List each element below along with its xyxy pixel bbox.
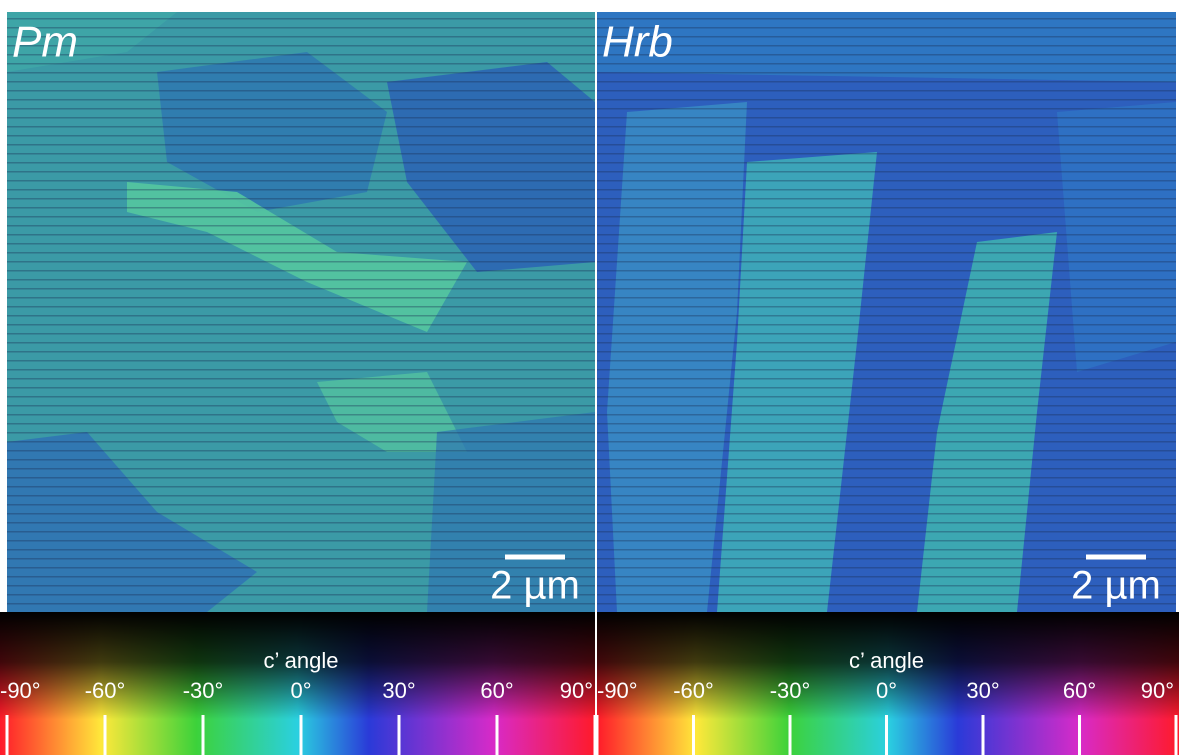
micrograph-hrb [597, 12, 1176, 612]
colorbar-tick-label: 0° [876, 678, 897, 703]
colorbar-tick-label: -60° [673, 678, 714, 703]
colorbar-tick-label: -90° [0, 678, 41, 703]
colorbar-tick-label: 60° [480, 678, 513, 703]
panel-label: Pm [12, 18, 78, 67]
colorbar-title: c’ angle [849, 648, 924, 673]
colorbar-tick-label: 30° [966, 678, 999, 703]
scale-bar-label: 2 µm [1071, 564, 1161, 608]
colorbar-tick-label: 90° [560, 678, 593, 703]
colorbar-tick-label: 90° [1141, 678, 1174, 703]
colorbar-tick-label: -30° [183, 678, 224, 703]
panel-label: Hrb [602, 18, 673, 67]
colorbar-tick-label: -90° [597, 678, 638, 703]
colorbar-tick-label: 60° [1063, 678, 1096, 703]
colorbar-tick-label: 30° [382, 678, 415, 703]
colorbar-title: c’ angle [263, 648, 338, 673]
micrograph-pm [7, 12, 595, 612]
colorbar-tick-label: 0° [290, 678, 311, 703]
colorbar-tick-label: -60° [85, 678, 126, 703]
colorbar-tick-label: -30° [770, 678, 811, 703]
scale-bar-label: 2 µm [490, 564, 580, 608]
